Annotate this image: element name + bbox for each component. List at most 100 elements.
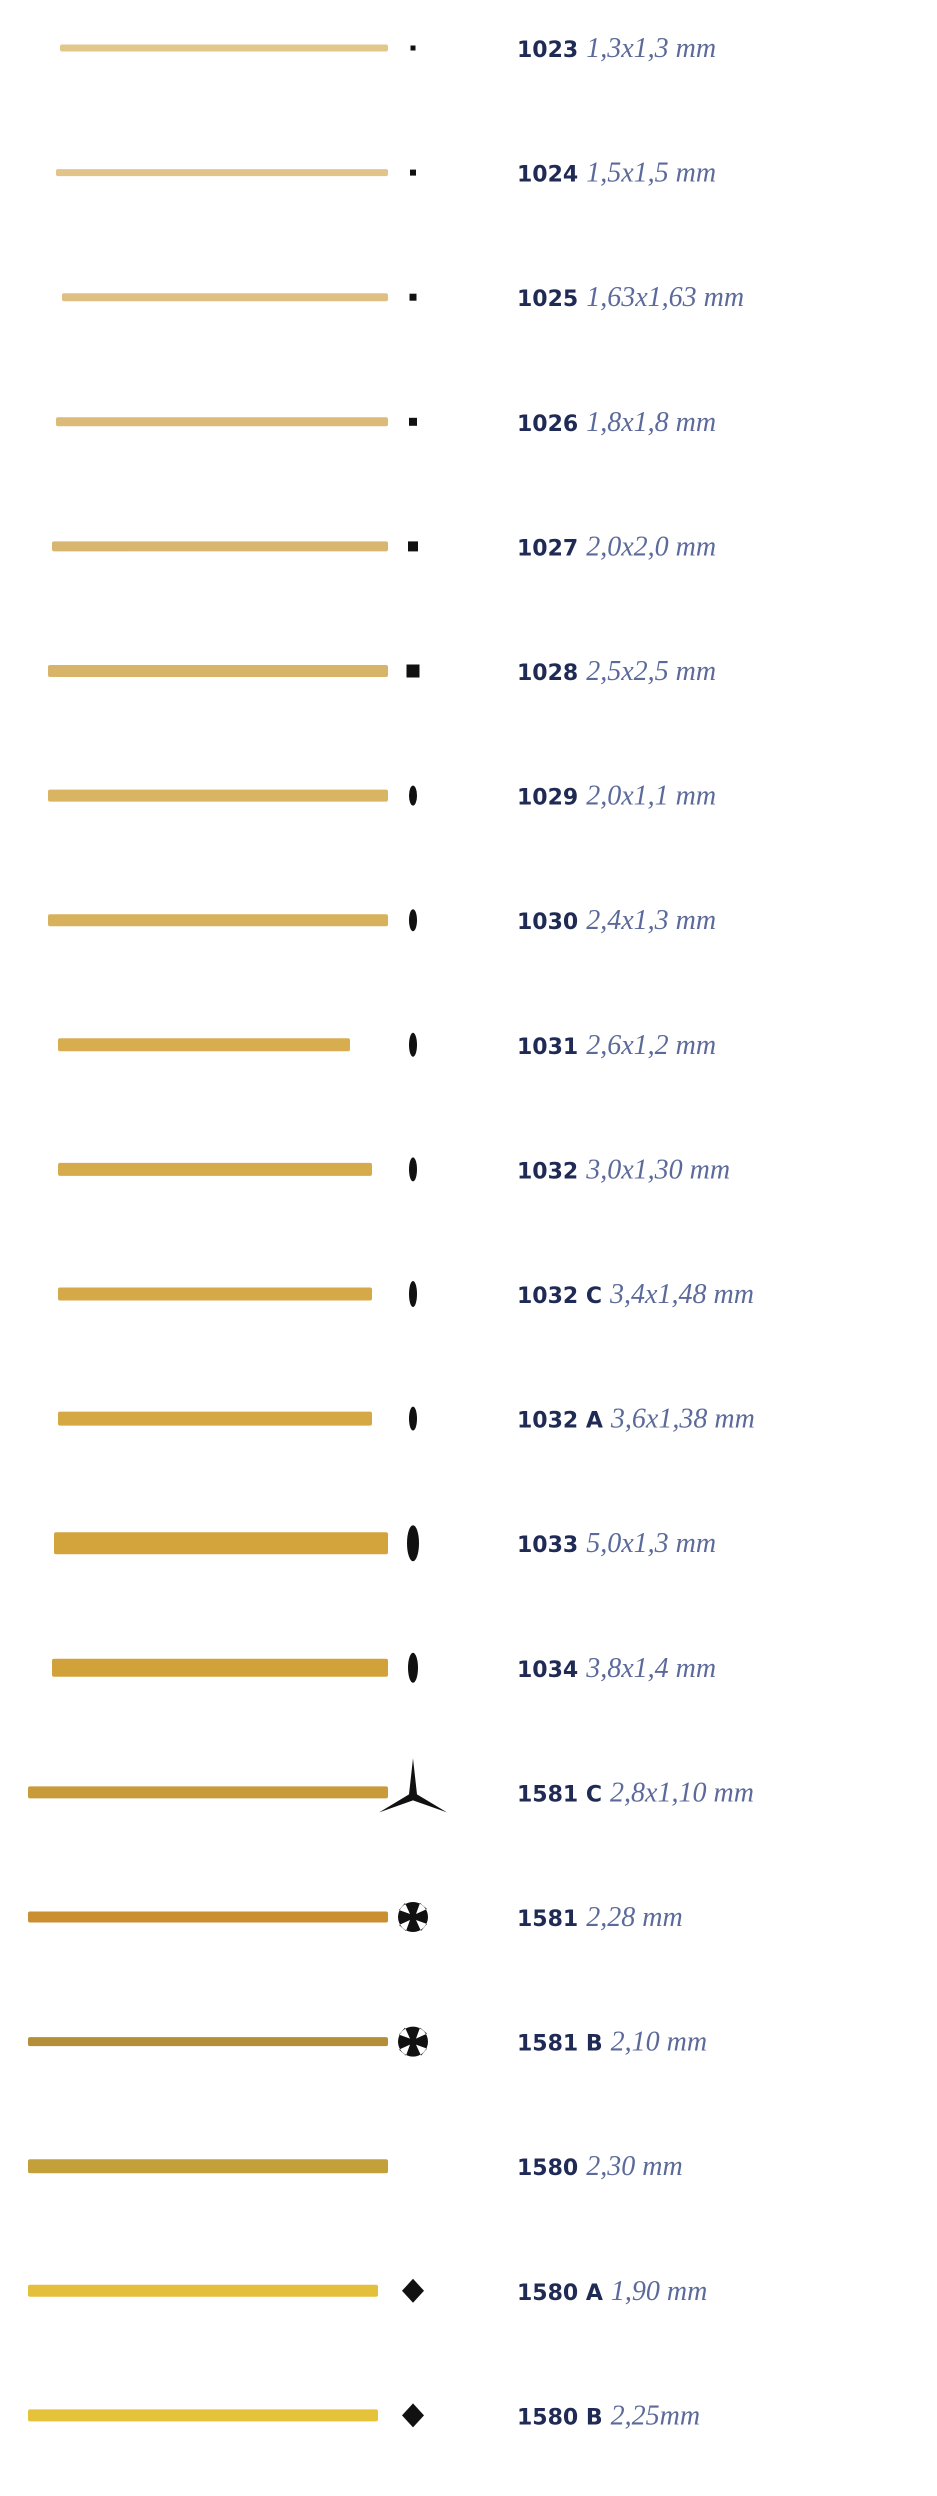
- item-label: 1580 A 1,90 mm: [517, 2276, 707, 2307]
- pasta-strand: [28, 2409, 378, 2422]
- cross-section: [409, 417, 417, 426]
- item-label: 1026 1,8x1,8 mm: [517, 407, 716, 438]
- item-row: 1580 2,30 mm: [28, 2151, 683, 2182]
- pasta-strand: [48, 665, 388, 677]
- item-size: 2,0x2,0 mm: [586, 531, 716, 562]
- item-code: 1031: [517, 1035, 578, 1060]
- pasta-strand: [58, 1287, 372, 1301]
- cross-section: [409, 909, 417, 932]
- item-row: 1033 5,0x1,3 mm: [54, 1525, 716, 1562]
- item-row: 1031 2,6x1,2 mm: [58, 1030, 716, 1061]
- item-label: 1034 3,8x1,4 mm: [517, 1653, 716, 1684]
- item-code: 1023: [517, 38, 578, 63]
- item-row: 1032 A 3,6x1,38 mm: [58, 1404, 755, 1435]
- item-label: 1580 B 2,25mm: [517, 2400, 700, 2431]
- pasta-strand: [52, 1658, 388, 1677]
- pasta-strand: [28, 1786, 388, 1799]
- cross-section: [409, 293, 417, 301]
- item-label: 1032 C 3,4x1,48 mm: [517, 1279, 754, 1310]
- cross-section: [402, 2403, 424, 2428]
- item-size: 1,8x1,8 mm: [586, 407, 716, 438]
- item-size: 1,63x1,63 mm: [586, 282, 744, 313]
- cross-section: [406, 664, 420, 678]
- item-label: 1030 2,4x1,3 mm: [517, 905, 716, 936]
- item-code: 1032 A: [517, 1409, 603, 1434]
- pasta-strand: [52, 541, 388, 552]
- pasta-strand: [60, 44, 388, 52]
- item-row: 1032 C 3,4x1,48 mm: [58, 1279, 754, 1310]
- item-code: 1024: [517, 163, 578, 188]
- pasta-strand: [48, 914, 388, 927]
- cross-section: [409, 1406, 417, 1431]
- item-label: 1027 2,0x2,0 mm: [517, 531, 716, 562]
- pasta-strand: [28, 1911, 388, 1923]
- cross-section: [410, 169, 416, 176]
- item-row: 1024 1,5x1,5 mm: [56, 158, 716, 189]
- cross-section: [409, 1281, 417, 1307]
- item-code: 1033: [517, 1533, 578, 1558]
- item-code: 1030: [517, 910, 578, 935]
- pasta-strand: [56, 417, 388, 427]
- item-label: 1032 A 3,6x1,38 mm: [517, 1404, 755, 1435]
- item-label: 1029 2,0x1,1 mm: [517, 781, 716, 812]
- cross-section: [407, 1525, 419, 1562]
- item-label: 1031 2,6x1,2 mm: [517, 1030, 716, 1061]
- item-row: 1030 2,4x1,3 mm: [48, 905, 716, 936]
- item-code: 1026: [517, 412, 578, 437]
- item-row: 1580 A 1,90 mm: [28, 2276, 707, 2307]
- pasta-strand: [48, 789, 388, 802]
- item-row: 1027 2,0x2,0 mm: [52, 531, 716, 562]
- pasta-strand: [28, 2284, 378, 2297]
- item-code: 1580 B: [517, 2405, 603, 2430]
- item-size: 3,6x1,38 mm: [610, 1404, 755, 1435]
- item-code: 1027: [517, 536, 578, 561]
- cross-section: [379, 1758, 447, 1813]
- item-code: 1025: [517, 287, 578, 312]
- item-code: 1032: [517, 1159, 578, 1184]
- item-row: 1028 2,5x2,5 mm: [48, 656, 716, 687]
- item-code: 1581 B: [517, 2032, 603, 2057]
- item-label: 1581 C 2,8x1,10 mm: [517, 1777, 754, 1808]
- item-row: 1581 2,28 mm: [28, 1902, 683, 1933]
- item-size: 1,5x1,5 mm: [586, 158, 716, 189]
- item-row: 1581 C 2,8x1,10 mm: [28, 1758, 754, 1813]
- item-row: 1581 B 2,10 mm: [28, 2026, 707, 2058]
- item-row: 1023 1,3x1,3 mm: [60, 33, 716, 64]
- item-code: 1032 C: [517, 1284, 602, 1309]
- item-code: 1034: [517, 1658, 578, 1683]
- cross-section: [408, 1652, 418, 1683]
- item-size: 2,6x1,2 mm: [586, 1030, 716, 1061]
- pasta-strand: [56, 169, 388, 177]
- item-size: 3,0x1,30 mm: [585, 1154, 730, 1185]
- item-code: 1581 C: [517, 1782, 602, 1807]
- item-size: 2,28 mm: [586, 1902, 682, 1933]
- cross-section: [402, 2278, 424, 2303]
- item-row: 1029 2,0x1,1 mm: [48, 781, 716, 812]
- item-label: 1032 3,0x1,30 mm: [517, 1154, 730, 1185]
- item-label: 1025 1,63x1,63 mm: [517, 282, 744, 313]
- item-row: 1026 1,8x1,8 mm: [56, 407, 716, 438]
- item-size: 2,25mm: [611, 2400, 700, 2431]
- item-code: 1029: [517, 786, 578, 811]
- item-row: 1034 3,8x1,4 mm: [52, 1652, 716, 1684]
- item-size: 2,0x1,1 mm: [586, 781, 716, 812]
- pasta-strand: [28, 2037, 388, 2047]
- item-size: 1,3x1,3 mm: [586, 33, 716, 64]
- item-row: 1580 B 2,25mm: [28, 2400, 700, 2431]
- item-code: 1580: [517, 2156, 578, 2181]
- item-label: 1581 2,28 mm: [517, 1902, 683, 1933]
- pasta-strand: [54, 1532, 388, 1555]
- item-size: 5,0x1,3 mm: [586, 1528, 716, 1559]
- cross-section: [398, 1902, 428, 1932]
- item-size: 2,8x1,10 mm: [610, 1777, 754, 1808]
- item-size: 3,4x1,48 mm: [609, 1279, 754, 1310]
- item-label: 1581 B 2,10 mm: [517, 2027, 707, 2058]
- item-size: 2,5x2,5 mm: [586, 656, 716, 687]
- pasta-strand: [58, 1411, 372, 1426]
- item-row: 1025 1,63x1,63 mm: [62, 282, 744, 313]
- item-size: 2,10 mm: [611, 2027, 707, 2058]
- item-row: 1032 3,0x1,30 mm: [58, 1154, 730, 1185]
- item-size: 1,90 mm: [611, 2276, 707, 2307]
